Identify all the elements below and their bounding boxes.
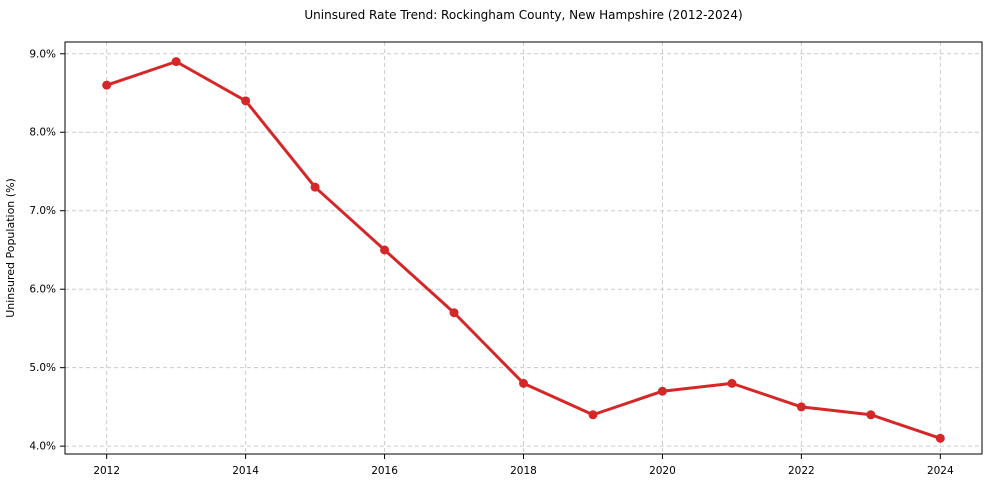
data-point-2018 bbox=[519, 378, 528, 388]
data-point-2014 bbox=[241, 96, 251, 106]
x-tick-label: 2024 bbox=[927, 465, 954, 477]
x-tick-label: 2012 bbox=[93, 465, 120, 477]
x-tick-label: 2020 bbox=[649, 465, 676, 477]
data-point-2017 bbox=[449, 308, 459, 318]
data-point-2024 bbox=[935, 433, 945, 443]
y-axis-label: Uninsured Population (%) bbox=[4, 178, 17, 318]
x-tick-label: 2022 bbox=[788, 465, 815, 477]
y-tick-label: 4.0% bbox=[29, 441, 56, 453]
x-tick-label: 2018 bbox=[510, 465, 537, 477]
data-point-2020 bbox=[657, 386, 667, 396]
data-point-2019 bbox=[588, 410, 598, 420]
data-point-2016 bbox=[380, 245, 390, 255]
data-point-2022 bbox=[796, 402, 806, 412]
y-tick-label: 5.0% bbox=[29, 362, 56, 374]
y-tick-label: 9.0% bbox=[29, 48, 56, 60]
data-point-2012 bbox=[102, 80, 112, 90]
x-tick-label: 2014 bbox=[232, 465, 259, 477]
x-tick-label: 2016 bbox=[371, 465, 398, 477]
chart-title: Uninsured Rate Trend: Rockingham County,… bbox=[304, 8, 743, 22]
data-point-2015 bbox=[310, 182, 320, 192]
data-point-2023 bbox=[866, 410, 876, 420]
y-tick-label: 6.0% bbox=[29, 284, 56, 296]
y-tick-label: 7.0% bbox=[29, 205, 56, 217]
y-tick-label: 8.0% bbox=[29, 127, 56, 139]
data-point-2021 bbox=[727, 378, 737, 388]
data-point-2013 bbox=[171, 57, 181, 67]
